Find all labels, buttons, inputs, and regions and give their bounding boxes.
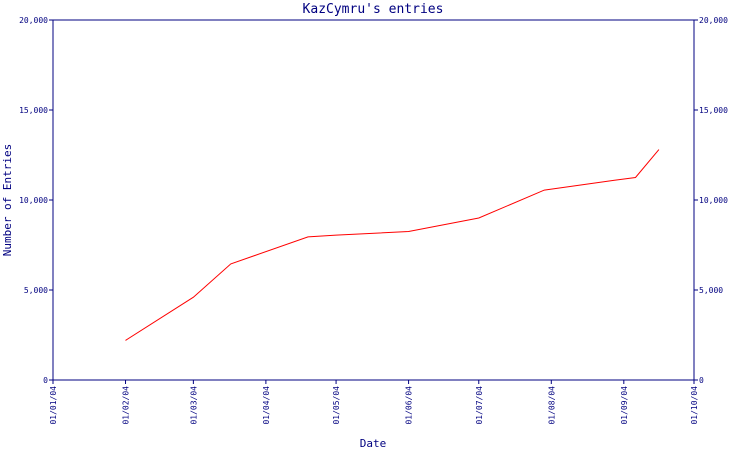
y-tick-label-left: 10,000 xyxy=(19,196,48,205)
y-axis-right: 0 5,000 10,000 15,000 20,000 xyxy=(694,16,728,385)
x-tick-label: 01/03/04 xyxy=(189,386,198,425)
x-tick-label: 01/02/04 xyxy=(122,386,131,425)
x-tick-label: 01/07/04 xyxy=(475,386,484,425)
y-tick-label-left: 0 xyxy=(43,376,48,385)
y-tick-label-right: 0 xyxy=(699,376,704,385)
chart-title: KazCymru's entries xyxy=(303,2,444,17)
x-tick-label: 01/10/04 xyxy=(690,386,699,425)
x-tick-label: 01/05/04 xyxy=(332,386,341,425)
y-axis-left: 0 5,000 10,000 15,000 20,000 xyxy=(19,16,53,385)
x-tick-label: 01/08/04 xyxy=(547,386,556,425)
plot-frame xyxy=(52,19,695,381)
y-tick-label-right: 20,000 xyxy=(699,16,728,25)
x-tick-label: 01/01/04 xyxy=(49,386,58,425)
y-tick-label-left: 20,000 xyxy=(19,16,48,25)
y-tick-label-right: 10,000 xyxy=(699,196,728,205)
x-tick-label: 01/09/04 xyxy=(620,386,629,425)
y-tick-label-right: 15,000 xyxy=(699,106,728,115)
x-tick-label: 01/04/04 xyxy=(262,386,271,425)
y-tick-label-left: 15,000 xyxy=(19,106,48,115)
x-axis: 01/01/04 01/02/04 01/03/04 01/04/04 01/05/04… xyxy=(49,380,699,425)
x-tick-label: 01/06/04 xyxy=(405,386,414,425)
y-tick-label-right: 5,000 xyxy=(699,286,723,295)
y-axis-label: Number of Entries xyxy=(1,144,14,257)
y-tick-label-left: 5,000 xyxy=(24,286,48,295)
x-axis-label: Date xyxy=(360,437,387,450)
series-line xyxy=(125,149,660,341)
